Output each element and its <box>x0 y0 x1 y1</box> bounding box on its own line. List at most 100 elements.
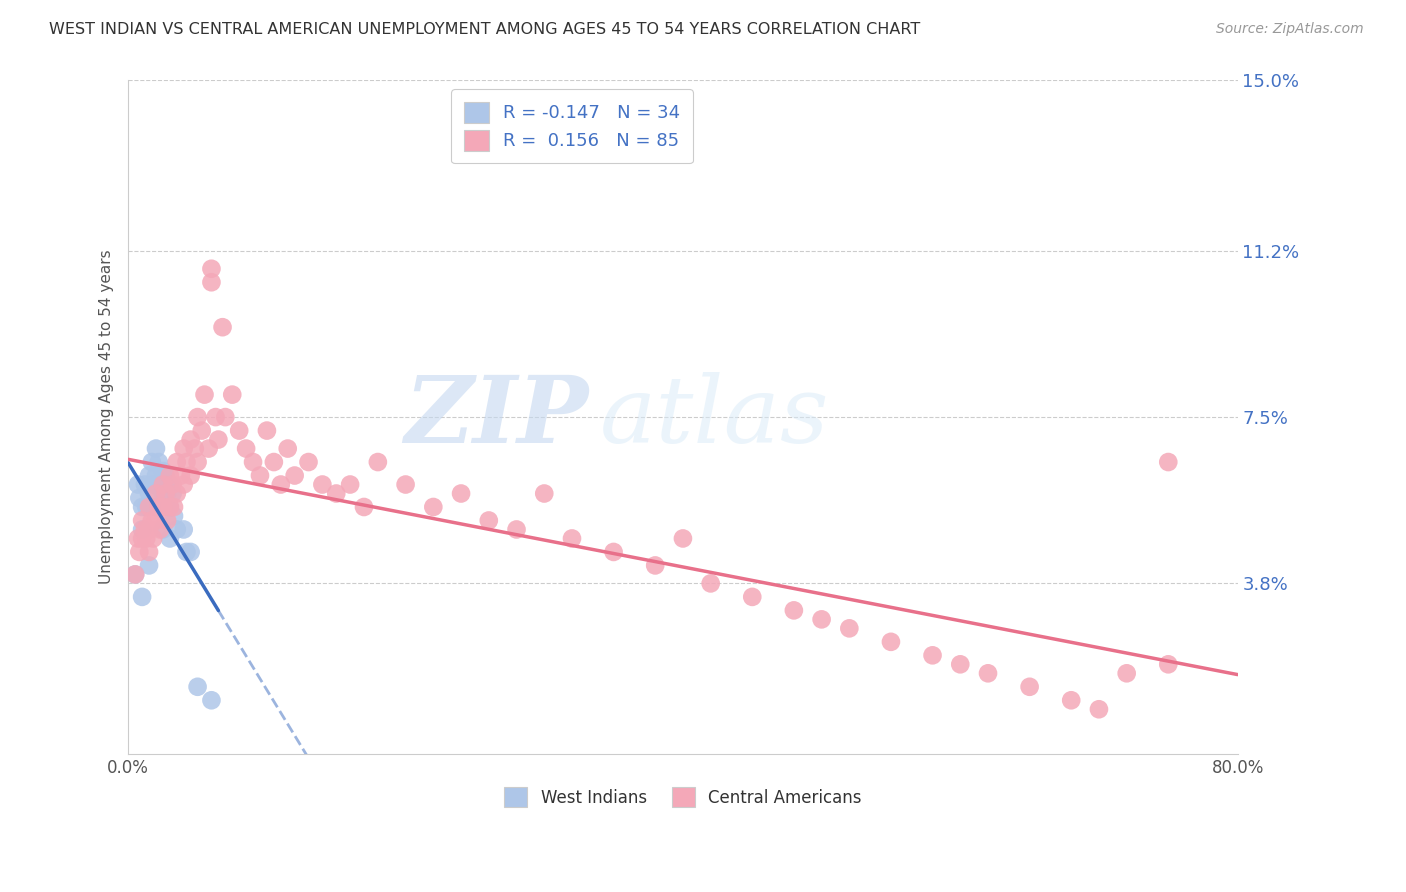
Point <box>159 500 181 514</box>
Point <box>180 468 202 483</box>
Point <box>127 477 149 491</box>
Point <box>602 545 624 559</box>
Point <box>242 455 264 469</box>
Point <box>270 477 292 491</box>
Point <box>810 612 832 626</box>
Point <box>311 477 333 491</box>
Point <box>135 532 157 546</box>
Point <box>1157 657 1180 672</box>
Point <box>949 657 972 672</box>
Point <box>394 477 416 491</box>
Point <box>131 513 153 527</box>
Point <box>207 433 229 447</box>
Point <box>148 500 170 514</box>
Point <box>228 424 250 438</box>
Point <box>263 455 285 469</box>
Point <box>561 532 583 546</box>
Point <box>176 455 198 469</box>
Point <box>1060 693 1083 707</box>
Point <box>187 410 209 425</box>
Point <box>162 477 184 491</box>
Point <box>152 477 174 491</box>
Point <box>221 387 243 401</box>
Point <box>187 455 209 469</box>
Point <box>138 545 160 559</box>
Point <box>159 477 181 491</box>
Point <box>353 500 375 514</box>
Point <box>124 567 146 582</box>
Point <box>249 468 271 483</box>
Point <box>127 532 149 546</box>
Point <box>131 523 153 537</box>
Point <box>256 424 278 438</box>
Point <box>193 387 215 401</box>
Point <box>1018 680 1040 694</box>
Point <box>155 486 177 500</box>
Y-axis label: Unemployment Among Ages 45 to 54 years: Unemployment Among Ages 45 to 54 years <box>100 250 114 584</box>
Point <box>141 455 163 469</box>
Point <box>152 523 174 537</box>
Text: Source: ZipAtlas.com: Source: ZipAtlas.com <box>1216 22 1364 37</box>
Point <box>180 433 202 447</box>
Text: WEST INDIAN VS CENTRAL AMERICAN UNEMPLOYMENT AMONG AGES 45 TO 54 YEARS CORRELATI: WEST INDIAN VS CENTRAL AMERICAN UNEMPLOY… <box>49 22 921 37</box>
Point <box>173 523 195 537</box>
Point <box>138 558 160 573</box>
Point <box>135 500 157 514</box>
Point <box>422 500 444 514</box>
Point <box>1088 702 1111 716</box>
Point <box>838 621 860 635</box>
Point <box>672 532 695 546</box>
Point <box>138 486 160 500</box>
Point <box>325 486 347 500</box>
Point <box>163 500 186 514</box>
Text: ZIP: ZIP <box>405 372 589 462</box>
Point <box>214 410 236 425</box>
Point <box>211 320 233 334</box>
Point <box>142 532 165 546</box>
Point <box>145 500 167 514</box>
Point <box>149 477 172 491</box>
Point <box>200 275 222 289</box>
Point <box>921 648 943 663</box>
Point <box>131 500 153 514</box>
Point <box>159 532 181 546</box>
Point <box>145 513 167 527</box>
Point <box>162 486 184 500</box>
Point <box>138 500 160 514</box>
Point <box>145 468 167 483</box>
Point <box>159 500 181 514</box>
Point <box>166 523 188 537</box>
Point <box>187 680 209 694</box>
Point <box>131 532 153 546</box>
Point <box>163 508 186 523</box>
Point <box>977 666 1000 681</box>
Point <box>644 558 666 573</box>
Point <box>197 442 219 456</box>
Point <box>166 486 188 500</box>
Point <box>478 513 501 527</box>
Point <box>128 491 150 505</box>
Point <box>741 590 763 604</box>
Point <box>505 523 527 537</box>
Point <box>699 576 721 591</box>
Point <box>200 693 222 707</box>
Point <box>166 455 188 469</box>
Point <box>176 545 198 559</box>
Point <box>204 410 226 425</box>
Point <box>173 442 195 456</box>
Point <box>200 261 222 276</box>
Point <box>783 603 806 617</box>
Point <box>149 523 172 537</box>
Point <box>142 477 165 491</box>
Point <box>156 513 179 527</box>
Point <box>134 523 156 537</box>
Point <box>134 477 156 491</box>
Point <box>170 468 193 483</box>
Point <box>138 523 160 537</box>
Point <box>148 455 170 469</box>
Point <box>180 545 202 559</box>
Point <box>284 468 307 483</box>
Point <box>155 468 177 483</box>
Point <box>128 545 150 559</box>
Point <box>277 442 299 456</box>
